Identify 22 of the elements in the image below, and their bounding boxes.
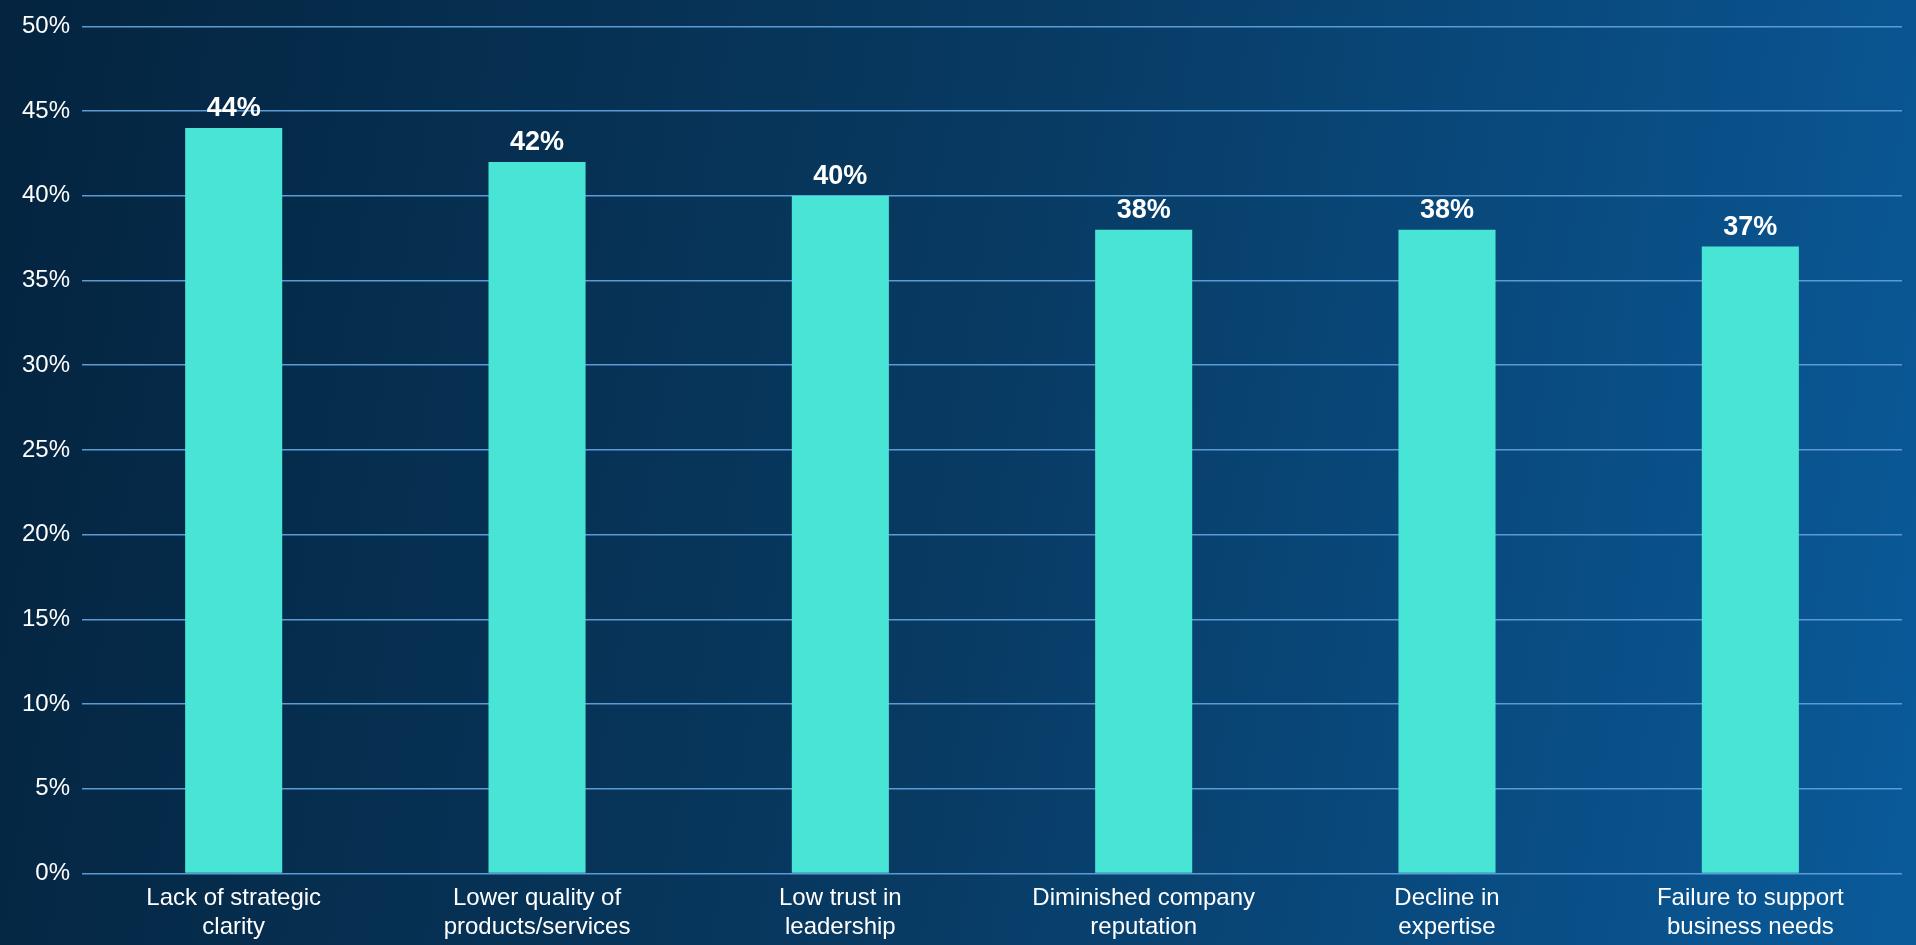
y-tick-label: 35% [21, 265, 71, 293]
x-tick-label: Lack of strategic clarity [146, 883, 322, 940]
y-tick-label: 40% [21, 180, 71, 208]
data-label: 37% [1723, 210, 1778, 241]
data-label: 42% [510, 125, 565, 156]
data-label: 38% [1116, 193, 1171, 224]
y-tick-label: 20% [21, 519, 71, 547]
y-tick-label: 10% [21, 688, 71, 716]
x-tick-label: Diminished company reputation [1032, 883, 1256, 940]
y-tick-label: 5% [35, 773, 71, 801]
x-tick-label: Failure to support business needs [1656, 883, 1845, 940]
x-tick-label: Decline in expertise [1394, 883, 1500, 940]
x-tick-label: Lower quality of products/services [443, 883, 631, 940]
y-tick-label: 15% [21, 603, 71, 631]
y-tick-label: 45% [21, 95, 71, 123]
data-label: 38% [1419, 193, 1475, 224]
y-tick-label: 50% [21, 11, 71, 39]
y-tick-label: 25% [21, 434, 71, 462]
data-label: 40% [813, 159, 868, 190]
x-tick-label: Low trust in leadership [778, 883, 902, 940]
y-tick-label: 30% [21, 349, 71, 377]
y-tick-label: 0% [35, 858, 71, 886]
